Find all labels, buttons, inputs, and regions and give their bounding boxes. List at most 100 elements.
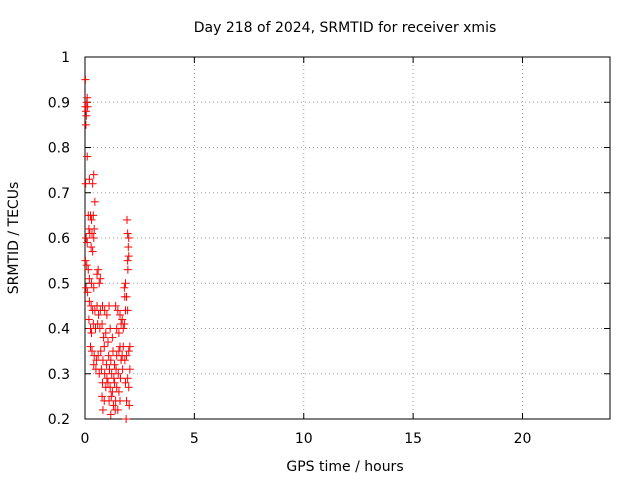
- data-point: [109, 401, 118, 410]
- data-point: [83, 152, 92, 161]
- data-point: [112, 383, 121, 392]
- data-point: [87, 243, 96, 252]
- data-point: [113, 306, 122, 315]
- data-point: [102, 310, 111, 319]
- y-tick-label: 0.8: [48, 141, 70, 157]
- data-point: [114, 369, 123, 378]
- data-point: [87, 329, 96, 338]
- data-point: [114, 387, 123, 396]
- y-tick-label: 0.2: [48, 412, 70, 428]
- data-point: [119, 324, 128, 333]
- data-point: [123, 265, 132, 274]
- data-point: [83, 288, 92, 297]
- data-point: [83, 93, 92, 102]
- x-tick-label: 20: [514, 431, 532, 447]
- data-point: [82, 283, 91, 292]
- data-point: [84, 315, 93, 324]
- y-tick-label: 0.3: [48, 367, 70, 383]
- data-point: [89, 360, 98, 369]
- data-point: [81, 179, 90, 188]
- data-point: [122, 396, 131, 405]
- data-point: [98, 319, 107, 328]
- y-tick-label: 0.7: [48, 186, 70, 202]
- y-tick-label: 0.5: [48, 276, 70, 292]
- data-point: [123, 374, 132, 383]
- chart-title: Day 218 of 2024, SRMTID for receiver xmi…: [194, 20, 497, 36]
- data-point: [89, 234, 98, 242]
- data-point: [100, 306, 109, 315]
- data-point: [98, 356, 107, 365]
- data-point: [121, 279, 130, 288]
- data-point: [123, 229, 132, 238]
- data-point: [96, 274, 105, 283]
- data-point: [125, 365, 134, 374]
- data-point: [103, 338, 112, 347]
- data-point: [95, 279, 104, 288]
- data-point: [88, 347, 96, 356]
- data-point: [86, 342, 95, 351]
- data-point: [82, 234, 91, 242]
- data-point: [124, 243, 133, 252]
- data-point: [114, 329, 123, 338]
- data-point: [110, 378, 119, 387]
- data-point: [111, 405, 120, 414]
- data-point: [81, 75, 90, 84]
- data-point: [124, 234, 133, 242]
- data-point: [97, 365, 106, 374]
- data-point: [123, 306, 132, 315]
- x-tick-label: 0: [81, 431, 90, 447]
- x-axis-label: GPS time / hours: [286, 459, 403, 475]
- data-point: [89, 211, 98, 220]
- data-point: [118, 365, 127, 374]
- data-point: [106, 410, 115, 419]
- data-point: [121, 378, 130, 387]
- data-point: [106, 356, 115, 365]
- data-point: [108, 333, 117, 342]
- data-point: [89, 283, 98, 292]
- x-tick-label: 10: [295, 431, 313, 447]
- data-point: [122, 292, 131, 301]
- data-point: [102, 374, 111, 383]
- data-point: [85, 297, 94, 306]
- data-point: [100, 342, 109, 351]
- data-point: [93, 270, 102, 279]
- y-tick-label: 0.4: [48, 322, 70, 338]
- y-tick-label: 0.6: [48, 231, 70, 247]
- data-point: [88, 229, 96, 238]
- data-point: [81, 120, 90, 129]
- data-point: [116, 342, 124, 351]
- data-point: [87, 215, 96, 224]
- data-point: [81, 256, 90, 265]
- data-point: [90, 224, 99, 233]
- data-point: [123, 215, 131, 224]
- data-point: [125, 401, 134, 410]
- data-point: [84, 265, 93, 274]
- data-point: [122, 351, 131, 360]
- y-tick-label: 0.9: [48, 95, 70, 111]
- data-point: [101, 329, 110, 338]
- grid: [85, 57, 610, 419]
- data-point: [85, 274, 94, 283]
- data-point: [114, 347, 123, 356]
- data-point: [125, 342, 134, 351]
- tick-labels: 0.20.30.40.50.60.70.80.910 5 10 15 20: [48, 50, 532, 447]
- data-point: [82, 111, 91, 120]
- x-tick-label: 15: [404, 431, 422, 447]
- data-point: [87, 279, 96, 288]
- data-point: [116, 310, 124, 319]
- data-point: [117, 319, 126, 328]
- data-point: [95, 324, 104, 333]
- data-point: [102, 360, 111, 369]
- data-point: [98, 392, 107, 401]
- data-point: [88, 247, 97, 256]
- data-point: [116, 374, 125, 383]
- data-point: [118, 315, 127, 324]
- data-point: [107, 392, 116, 401]
- data-point: [94, 351, 103, 360]
- data-point: [90, 197, 99, 206]
- data-point: [83, 102, 92, 111]
- y-tick-label: 1: [61, 50, 70, 66]
- data-point: [89, 170, 98, 179]
